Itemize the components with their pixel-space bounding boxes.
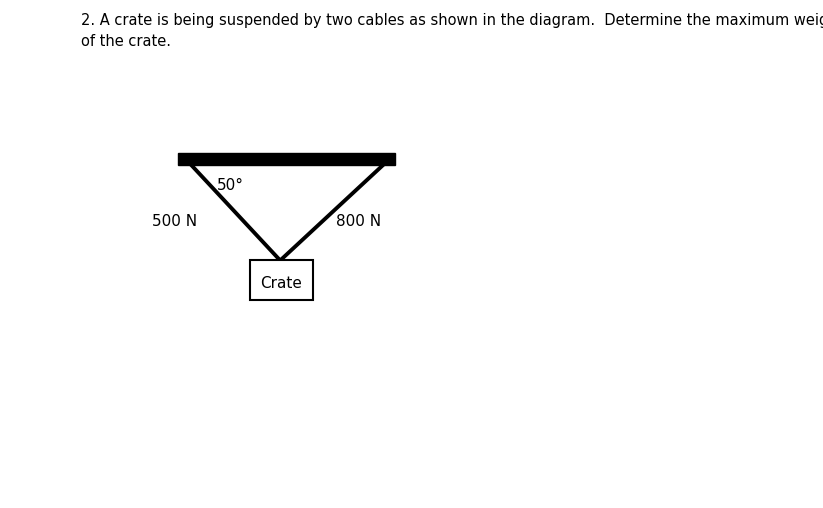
Text: 50°: 50° [216, 178, 244, 194]
Text: 2. A crate is being suspended by two cables as shown in the diagram.  Determine : 2. A crate is being suspended by two cab… [81, 13, 823, 49]
Text: Crate: Crate [261, 276, 302, 292]
Text: 800 N: 800 N [336, 214, 381, 229]
Polygon shape [178, 153, 395, 165]
Text: 500 N: 500 N [152, 214, 198, 229]
Polygon shape [249, 261, 314, 300]
